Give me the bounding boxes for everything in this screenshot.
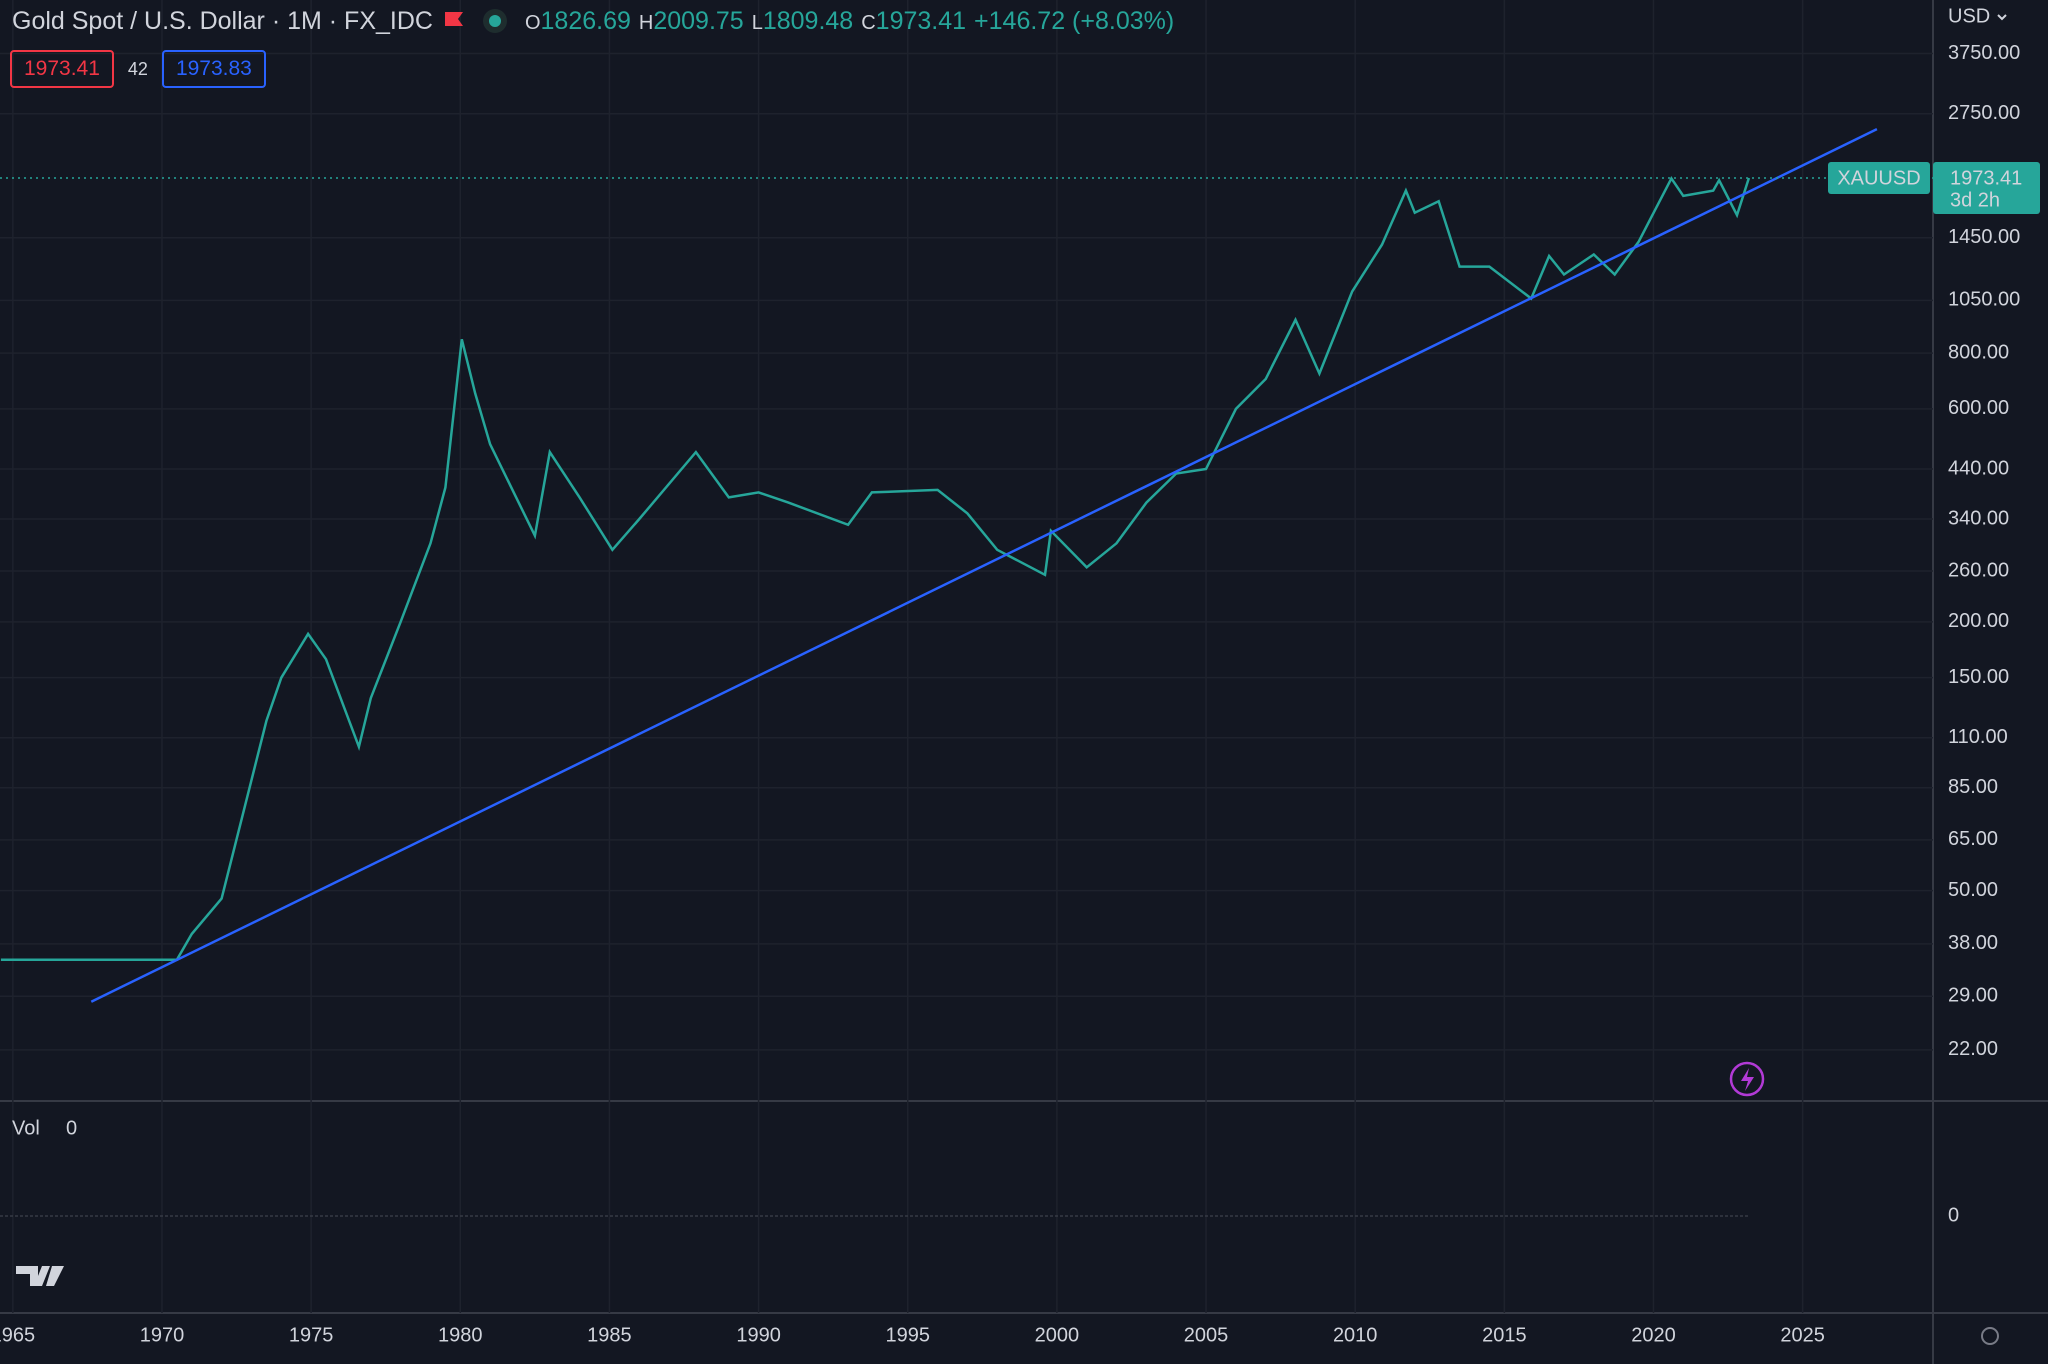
tv-logo[interactable] bbox=[16, 1266, 64, 1286]
y-tick-label: 3750.00 bbox=[1948, 42, 2020, 64]
plot bbox=[0, 0, 1933, 1313]
x-tick-label: 1970 bbox=[140, 1324, 185, 1346]
x-tick-label: 1985 bbox=[587, 1324, 632, 1346]
settings-icon[interactable] bbox=[1981, 1327, 1999, 1345]
sell-price[interactable]: 1973.41 bbox=[10, 50, 114, 88]
y-tick-label: 50.00 bbox=[1948, 879, 1998, 901]
y-tick-label: 29.00 bbox=[1948, 985, 1998, 1007]
symbol-label: XAUUSD bbox=[1837, 167, 1920, 189]
y-tick-label: 2750.00 bbox=[1948, 102, 2020, 124]
x-tick-label: 2015 bbox=[1482, 1324, 1527, 1346]
open: 1826.69 bbox=[540, 6, 631, 35]
last-price-label: 1973.41 bbox=[1950, 167, 2022, 189]
x-tick-label: 2020 bbox=[1631, 1324, 1676, 1346]
y-tick-label: 260.00 bbox=[1948, 559, 2009, 581]
symbol[interactable]: Gold Spot / U.S. Dollar · 1M · FX_IDC bbox=[12, 6, 433, 35]
open-label: O bbox=[524, 11, 541, 34]
y-tick-label: 1050.00 bbox=[1948, 289, 2020, 311]
y-tick-label: 150.00 bbox=[1948, 666, 2009, 688]
volume-label: Vol bbox=[12, 1117, 40, 1139]
spread: 42 bbox=[127, 58, 148, 79]
low-label: L bbox=[751, 11, 763, 34]
volume-tick-label: 0 bbox=[1948, 1204, 1959, 1226]
x-tick-label: 2005 bbox=[1184, 1324, 1229, 1346]
trade-boxes: 1973.41 42 1973.83 bbox=[10, 50, 266, 88]
high: 2009.75 bbox=[653, 6, 744, 35]
y-tick-label: 440.00 bbox=[1948, 457, 2009, 479]
x-tick-label: 1975 bbox=[289, 1324, 334, 1346]
buy-price[interactable]: 1973.83 bbox=[161, 50, 266, 88]
x-tick-label: 1990 bbox=[736, 1324, 781, 1346]
close-label: C bbox=[861, 11, 876, 34]
y-tick-label: 22.00 bbox=[1948, 1038, 1998, 1060]
x-tick-label: 2010 bbox=[1333, 1324, 1378, 1346]
close: 1973.41 bbox=[875, 6, 967, 35]
y-tick-label: 340.00 bbox=[1948, 507, 2009, 529]
y-tick-label: 110.00 bbox=[1948, 726, 2008, 748]
change: +146.72 (+8.03%) bbox=[974, 6, 1175, 35]
alert-icon[interactable] bbox=[1729, 1061, 1765, 1097]
y-tick-label: 38.00 bbox=[1948, 932, 1998, 954]
symbol-tag bbox=[1828, 162, 1930, 195]
volume-value: 0 bbox=[66, 1117, 77, 1139]
price-tag bbox=[1933, 162, 2040, 215]
y-tick-label: 800.00 bbox=[1948, 341, 2009, 363]
high-label: H bbox=[638, 11, 654, 34]
trendline bbox=[90, 128, 1878, 1003]
y-tick-label: 600.00 bbox=[1948, 397, 2009, 419]
countdown: 3d 2h bbox=[1950, 189, 2000, 211]
y-tick-label: 85.00 bbox=[1948, 776, 1998, 798]
currency-caret bbox=[1997, 14, 2007, 21]
header: Gold Spot / U.S. Dollar · 1M · FX_IDC O1… bbox=[12, 6, 1182, 36]
x-tick-label: 1965 bbox=[0, 1324, 35, 1346]
x-tick-label: 1995 bbox=[885, 1324, 930, 1346]
status bbox=[482, 9, 507, 33]
alert-bolt bbox=[1741, 1068, 1754, 1091]
x-tick-label: 2000 bbox=[1035, 1324, 1080, 1346]
x-tick-label: 2025 bbox=[1780, 1324, 1825, 1346]
low: 1809.48 bbox=[762, 6, 854, 35]
y-tick-label: 65.00 bbox=[1948, 828, 1998, 850]
flag bbox=[444, 12, 463, 26]
y-tick-label: 1450.00 bbox=[1948, 226, 2020, 248]
y-tick-label: 200.00 bbox=[1948, 610, 2009, 632]
price-line bbox=[0, 175, 1751, 962]
currency[interactable]: USD bbox=[1948, 5, 1990, 27]
x-tick-label: 1980 bbox=[438, 1324, 483, 1346]
